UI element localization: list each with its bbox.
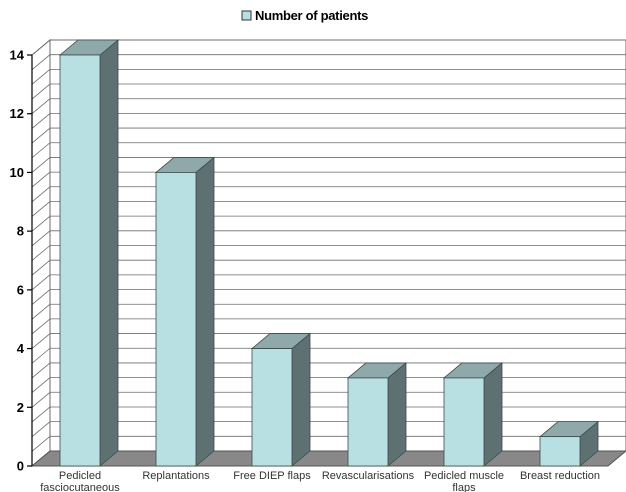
bar-front	[347, 377, 389, 467]
y-tick-label: 0	[17, 459, 24, 474]
gridline-side	[31, 113, 51, 129]
x-axis-labels: Pedicledfasciocutaneousflaps Replantation…	[40, 470, 600, 492]
gridline-side	[31, 274, 51, 291]
x-tick-label: Replantations	[142, 470, 210, 482]
y-tick-label: 2	[17, 400, 24, 415]
gridline-side	[31, 289, 51, 305]
bars	[58, 39, 600, 467]
y-tick-label: 10	[10, 165, 24, 180]
x-tick-label: Breast reduction	[520, 470, 600, 482]
gridlines	[31, 39, 626, 452]
bar-side	[195, 156, 215, 467]
bar	[250, 332, 312, 467]
y-axis-ticks: 0 2 4 6 8 10 12 14	[10, 48, 33, 474]
gridline-side	[31, 421, 51, 437]
x-tick-label: Free DIEP flaps	[233, 470, 311, 482]
gridline-side	[31, 259, 51, 276]
bar	[442, 362, 504, 467]
x-tick-label: Pedicledfasciocutaneousflaps	[40, 470, 120, 492]
bar	[58, 39, 120, 467]
y-tick-label: 12	[10, 106, 24, 121]
gridline-side	[31, 127, 51, 144]
gridline-side	[31, 347, 51, 364]
bar-front	[155, 172, 197, 467]
gridline-side	[31, 157, 51, 173]
gridline-side	[31, 54, 51, 70]
gridline-side	[31, 362, 51, 379]
gridline-side	[31, 69, 51, 85]
gridline-side	[31, 83, 51, 100]
bar-front	[443, 377, 485, 467]
y-tick-label: 6	[17, 282, 24, 297]
gridline-side	[31, 98, 51, 115]
x-tick-label: Pedicled muscle flaps	[424, 470, 504, 492]
gridline-side	[31, 391, 51, 408]
bar-front	[59, 54, 101, 467]
bar	[538, 420, 600, 467]
legend: Number of patients	[241, 8, 368, 23]
bar-side	[291, 332, 311, 467]
gridline-side	[31, 436, 51, 452]
gridline-side	[31, 333, 51, 349]
bar	[346, 362, 408, 467]
bar-side	[387, 362, 407, 467]
gridline-side	[31, 171, 51, 188]
legend-label: Number of patients	[255, 8, 368, 23]
gridline-side	[31, 142, 51, 159]
chart-walls	[30, 38, 626, 468]
x-tick-label: Revascularisations	[322, 470, 415, 482]
y-tick-label: 8	[17, 224, 24, 239]
gridline-side	[31, 303, 51, 320]
floor	[30, 450, 626, 467]
gridline-side	[31, 377, 51, 393]
gridline-side	[31, 318, 51, 335]
gridline-side	[31, 230, 51, 247]
gridline-side	[31, 215, 51, 232]
bar-front	[251, 348, 293, 467]
bar-side	[99, 39, 119, 467]
gridline-side	[31, 39, 51, 56]
gridline-side	[31, 201, 51, 217]
bar-side	[483, 362, 503, 467]
bar	[154, 156, 216, 467]
y-tick-label: 4	[17, 341, 25, 356]
bar-front	[539, 436, 581, 467]
y-tick-label: 14	[10, 48, 25, 63]
gridline-side	[31, 406, 51, 423]
gridline-side	[31, 186, 51, 203]
legend-swatch	[241, 10, 252, 21]
gridline-side	[31, 245, 51, 261]
